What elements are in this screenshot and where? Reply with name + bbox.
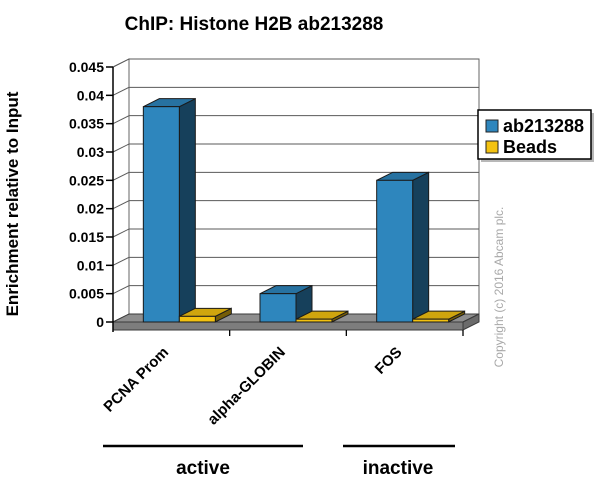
bar-Beads-alpha-GLOBIN bbox=[295, 318, 333, 323]
chart-title: ChIP: Histone H2B ab213288 bbox=[125, 14, 384, 35]
y-tick-label: 0.03 bbox=[77, 144, 104, 160]
legend: ab213288 Beads bbox=[477, 109, 594, 162]
legend-swatch-beads bbox=[485, 140, 499, 154]
plot-area: 0 0.005 0.01 0.015 0.02 0.025 0.03 0.035 0.04 0.0… bbox=[69, 58, 480, 429]
y-tick-label: 0.04 bbox=[77, 87, 104, 103]
y-tick-label: 0 bbox=[96, 314, 104, 330]
y-tick-label: 0.025 bbox=[69, 172, 104, 188]
copyright-text: Copyright (c) 2016 Abcam plc. bbox=[492, 207, 506, 368]
bar-ab213288-alpha-GLOBIN bbox=[259, 293, 297, 323]
y-tick-label: 0.02 bbox=[77, 201, 104, 217]
gridline-slant bbox=[112, 228, 130, 238]
category-label-FOS: FOS bbox=[372, 344, 406, 378]
gridline-slant bbox=[112, 58, 130, 68]
inactive-group-label: inactive bbox=[363, 458, 434, 479]
bar-ab213288-FOS-side bbox=[412, 171, 430, 323]
floor-right bbox=[462, 313, 480, 331]
bar-ab213288-PCNA-Prom-side bbox=[178, 97, 196, 323]
gridline-slant bbox=[112, 86, 130, 96]
left-wall bbox=[112, 58, 130, 323]
gridline-slant bbox=[112, 285, 130, 295]
legend-label-beads: Beads bbox=[503, 137, 557, 157]
category-label-PCNA-Prom: PCNA Prom bbox=[100, 344, 172, 416]
legend-swatch-ab213288 bbox=[485, 119, 499, 133]
category-label-alpha-GLOBIN: alpha-GLOBIN bbox=[204, 344, 289, 429]
gridline-slant bbox=[112, 143, 130, 153]
gridline-slant bbox=[112, 256, 130, 266]
bar-Beads-FOS bbox=[412, 318, 450, 323]
legend-label-ab213288: ab213288 bbox=[503, 116, 584, 136]
bar-ab213288-PCNA-Prom bbox=[142, 106, 180, 323]
gridline-slant bbox=[112, 200, 130, 210]
floor-front bbox=[112, 321, 464, 331]
y-tick-label: 0.01 bbox=[77, 257, 104, 273]
y-tick-label: 0.035 bbox=[69, 116, 104, 132]
active-group-label: active bbox=[176, 458, 230, 479]
y-tick-label: 0.005 bbox=[69, 286, 104, 302]
gridline-slant bbox=[112, 115, 130, 125]
category-groups: active inactive bbox=[103, 444, 455, 479]
y-axis-title: Enrichment relative to Input bbox=[3, 91, 22, 316]
y-tick-label: 0.015 bbox=[69, 229, 104, 245]
bar-Beads-PCNA-Prom bbox=[178, 315, 216, 323]
bar-ab213288-FOS bbox=[376, 179, 414, 323]
gridline-slant bbox=[112, 171, 130, 181]
y-tick-label: 0.045 bbox=[69, 59, 104, 75]
